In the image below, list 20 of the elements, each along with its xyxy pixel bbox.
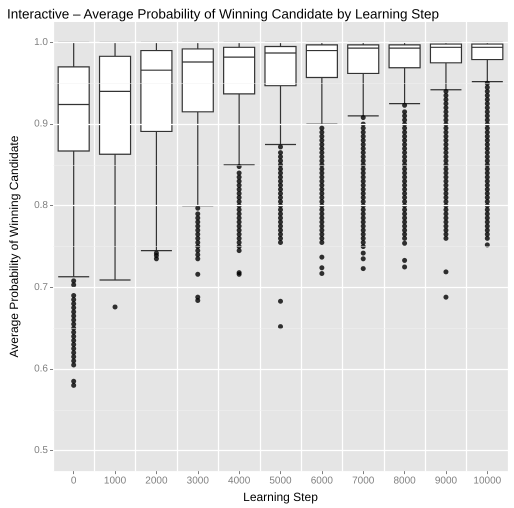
y-tick-label: 1.0: [34, 36, 48, 48]
x-tick-label: 9000: [434, 476, 458, 487]
x-tick-label: 2000: [145, 476, 168, 487]
x-tick-label: 7000: [352, 476, 375, 487]
x-tick-label: 3000: [186, 476, 210, 487]
x-tick-label: 10000: [473, 476, 502, 487]
x-axis-title: Learning Step: [243, 490, 318, 504]
x-tick-label: 1000: [104, 476, 127, 487]
x-tick-label: 5000: [269, 476, 292, 487]
x-tick-label: 8000: [393, 476, 416, 487]
y-tick-label: 0.5: [34, 445, 48, 456]
x-tick-label: 6000: [310, 476, 334, 487]
y-tick-label: 0.8: [34, 200, 48, 212]
y-tick-label: 0.9: [34, 118, 48, 130]
y-tick-label: 0.6: [34, 364, 48, 375]
x-tick-label: 0: [70, 476, 77, 487]
y-axis-title: Average Probability of Winning Candidate: [7, 135, 21, 358]
chart-title: Interactive – Average Probability of Winning Candidate by Learning Step: [7, 6, 440, 22]
x-tick-label: 4000: [228, 476, 251, 487]
y-tick-label: 0.7: [34, 282, 48, 293]
